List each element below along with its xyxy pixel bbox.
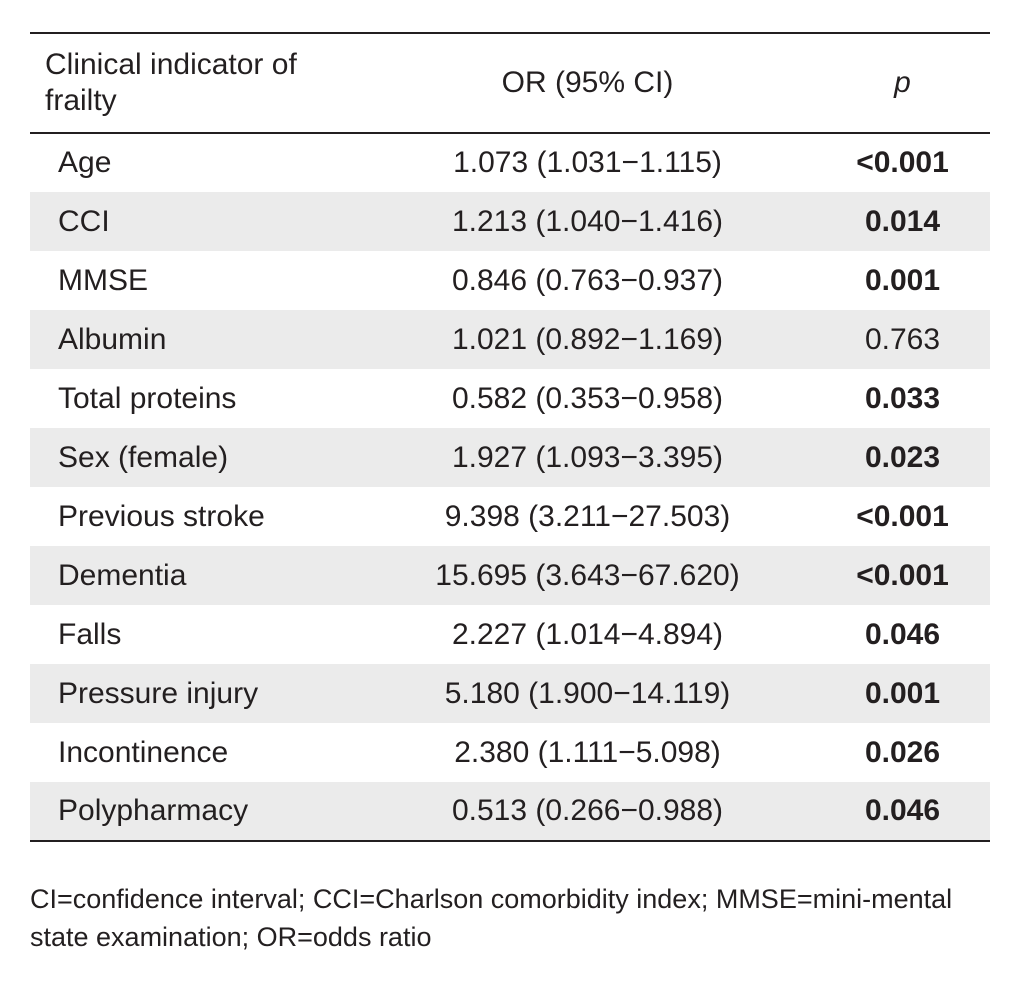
table-row: Total proteins 0.582 (0.353−0.958) 0.033 [30, 369, 990, 428]
cell-clinical-indicator: Falls [58, 617, 122, 651]
cell-odds-ratio: 1.927 (1.093−3.395) [360, 428, 815, 487]
cell-p-value: 0.763 [815, 310, 990, 369]
cell-p-value: 0.001 [815, 664, 990, 723]
cell-odds-ratio: 1.073 (1.031−1.115) [453, 146, 722, 179]
cell-odds-ratio: 0.513 (0.266−0.988) [360, 782, 815, 842]
cell-clinical-indicator: Sex (female) [30, 428, 360, 487]
cell-clinical-indicator: Pressure injury [30, 664, 360, 723]
cell-p-value: 0.046 [864, 617, 941, 651]
header-odds-ratio: OR (95% CI) [360, 32, 815, 134]
table-row: Pressure injury 5.180 (1.900−14.119) 0.001 [30, 664, 990, 723]
cell-odds-ratio: 0.846 (0.763−0.937) [451, 263, 724, 297]
header-row: Clinical indicator of frailty OR (95% CI… [30, 32, 990, 134]
header-p-value: p [815, 32, 990, 134]
cell-odds-ratio: 0.582 (0.353−0.958) [451, 381, 724, 415]
table-row: CCI 1.213 (1.040−1.416) 0.014 [30, 192, 990, 251]
cell-p-value: 0.033 [864, 381, 941, 415]
frailty-odds-ratio-table: Clinical indicator of frailty OR (95% CI… [30, 32, 990, 842]
table-header: Clinical indicator of frailty OR (95% CI… [30, 32, 990, 134]
cell-clinical-indicator: Dementia [30, 546, 360, 605]
table-footnote: CI=confidence interval; CCI=Charlson com… [30, 884, 953, 952]
table-row: Previous stroke 9.398 (3.211−27.503) <0.00… [30, 487, 990, 546]
table-row: Polypharmacy 0.513 (0.266−0.988) 0.046 [30, 782, 990, 842]
cell-clinical-indicator: MMSE [58, 263, 148, 297]
cell-odds-ratio: 15.695 (3.643−67.620) [360, 546, 815, 605]
cell-clinical-indicator: Age [58, 146, 112, 179]
table-row: Dementia 15.695 (3.643−67.620) <0.001 [30, 546, 990, 605]
table-row: Sex (female) 1.927 (1.093−3.395) 0.023 [30, 428, 990, 487]
cell-odds-ratio: 2.227 (1.014−4.894) [451, 617, 724, 651]
cell-clinical-indicator: Polypharmacy [30, 782, 360, 842]
table-row: Incontinence 2.380 (1.111−5.098) 0.026 [30, 723, 990, 782]
cell-p-value: <0.001 [856, 146, 949, 179]
cell-clinical-indicator: Incontinence [58, 735, 229, 769]
cell-clinical-indicator: Total proteins [58, 381, 237, 415]
cell-p-value: 0.001 [864, 263, 941, 297]
cell-odds-ratio: 1.213 (1.040−1.416) [360, 192, 815, 251]
cell-clinical-indicator: Albumin [30, 310, 360, 369]
cell-odds-ratio: 9.398 (3.211−27.503) [444, 499, 731, 533]
frailty-odds-ratio-table-wrapper: Clinical indicator of frailty OR (95% CI… [30, 32, 990, 842]
cell-p-value: 0.023 [815, 428, 990, 487]
cell-clinical-indicator: CCI [30, 192, 360, 251]
table-row: Age 1.073 (1.031−1.115) <0.001 [30, 133, 990, 192]
cell-odds-ratio: 2.380 (1.111−5.098) [454, 735, 721, 769]
cell-odds-ratio: 1.021 (0.892−1.169) [360, 310, 815, 369]
cell-p-value: 0.046 [815, 782, 990, 842]
cell-p-value: 0.026 [864, 735, 941, 769]
table-row: Falls 2.227 (1.014−4.894) 0.046 [30, 605, 990, 664]
header-clinical-indicator: Clinical indicator of frailty [30, 32, 360, 134]
table-row: MMSE 0.846 (0.763−0.937) 0.001 [30, 251, 990, 310]
cell-p-value: <0.001 [815, 546, 990, 605]
cell-p-value: 0.014 [815, 192, 990, 251]
table-row: Albumin 1.021 (0.892−1.169) 0.763 [30, 310, 990, 369]
cell-p-value: <0.001 [856, 499, 949, 533]
cell-odds-ratio: 5.180 (1.900−14.119) [360, 664, 815, 723]
table-body: Age 1.073 (1.031−1.115) <0.001 CCI 1.213 (1.… [30, 133, 990, 842]
cell-clinical-indicator: Previous stroke [58, 499, 265, 533]
